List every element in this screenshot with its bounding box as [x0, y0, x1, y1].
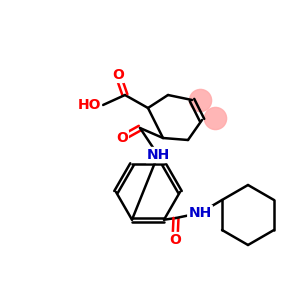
Text: O: O [112, 68, 124, 82]
Text: O: O [116, 131, 128, 145]
Text: NH: NH [188, 206, 212, 220]
Text: O: O [169, 233, 181, 247]
Text: NH: NH [146, 148, 170, 162]
Text: NH: NH [188, 206, 212, 220]
Text: NH: NH [146, 148, 170, 162]
Text: HO: HO [77, 98, 101, 112]
